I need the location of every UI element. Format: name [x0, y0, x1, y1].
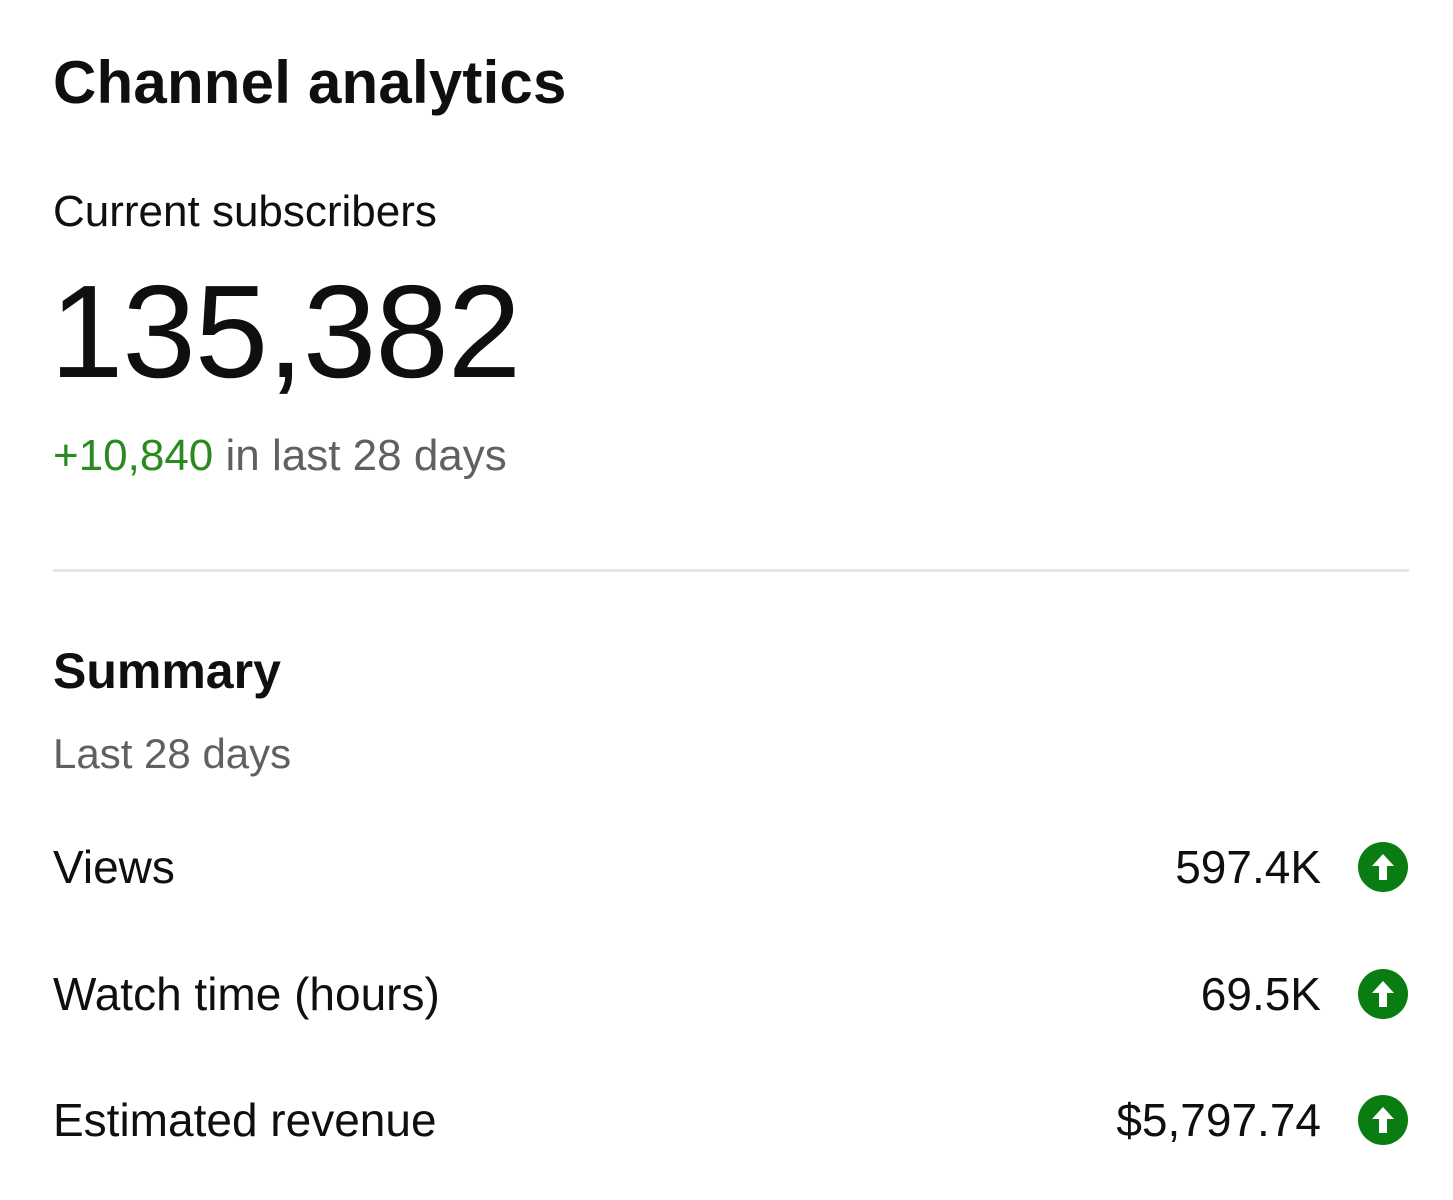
subscriber-count: 135,382	[50, 258, 521, 405]
metric-label: Views	[53, 841, 175, 893]
summary-title: Summary	[53, 643, 281, 699]
metric-row-watch-time[interactable]: Watch time (hours) 69.5K	[53, 962, 1409, 1026]
metric-value: $5,797.74	[1116, 1094, 1321, 1146]
metric-value: 597.4K	[1175, 841, 1321, 893]
metric-row-estimated-revenue[interactable]: Estimated revenue $5,797.74	[53, 1088, 1409, 1152]
metric-row-views[interactable]: Views 597.4K	[53, 835, 1409, 899]
arrow-up-circle-icon	[1358, 1095, 1408, 1145]
summary-period: Last 28 days	[53, 730, 292, 777]
current-subscribers-label: Current subscribers	[53, 187, 437, 236]
divider	[53, 569, 1409, 572]
arrow-up-circle-icon	[1358, 969, 1408, 1019]
subscriber-delta: +10,840	[53, 431, 214, 480]
arrow-up-circle-icon	[1358, 842, 1408, 892]
metric-label: Estimated revenue	[53, 1094, 437, 1146]
metric-label: Watch time (hours)	[53, 968, 440, 1020]
subscriber-change: +10,840 in last 28 days	[53, 428, 507, 484]
metric-value: 69.5K	[1200, 968, 1321, 1020]
card-title: Channel analytics	[53, 49, 567, 116]
subscriber-delta-period: in last 28 days	[213, 431, 507, 480]
